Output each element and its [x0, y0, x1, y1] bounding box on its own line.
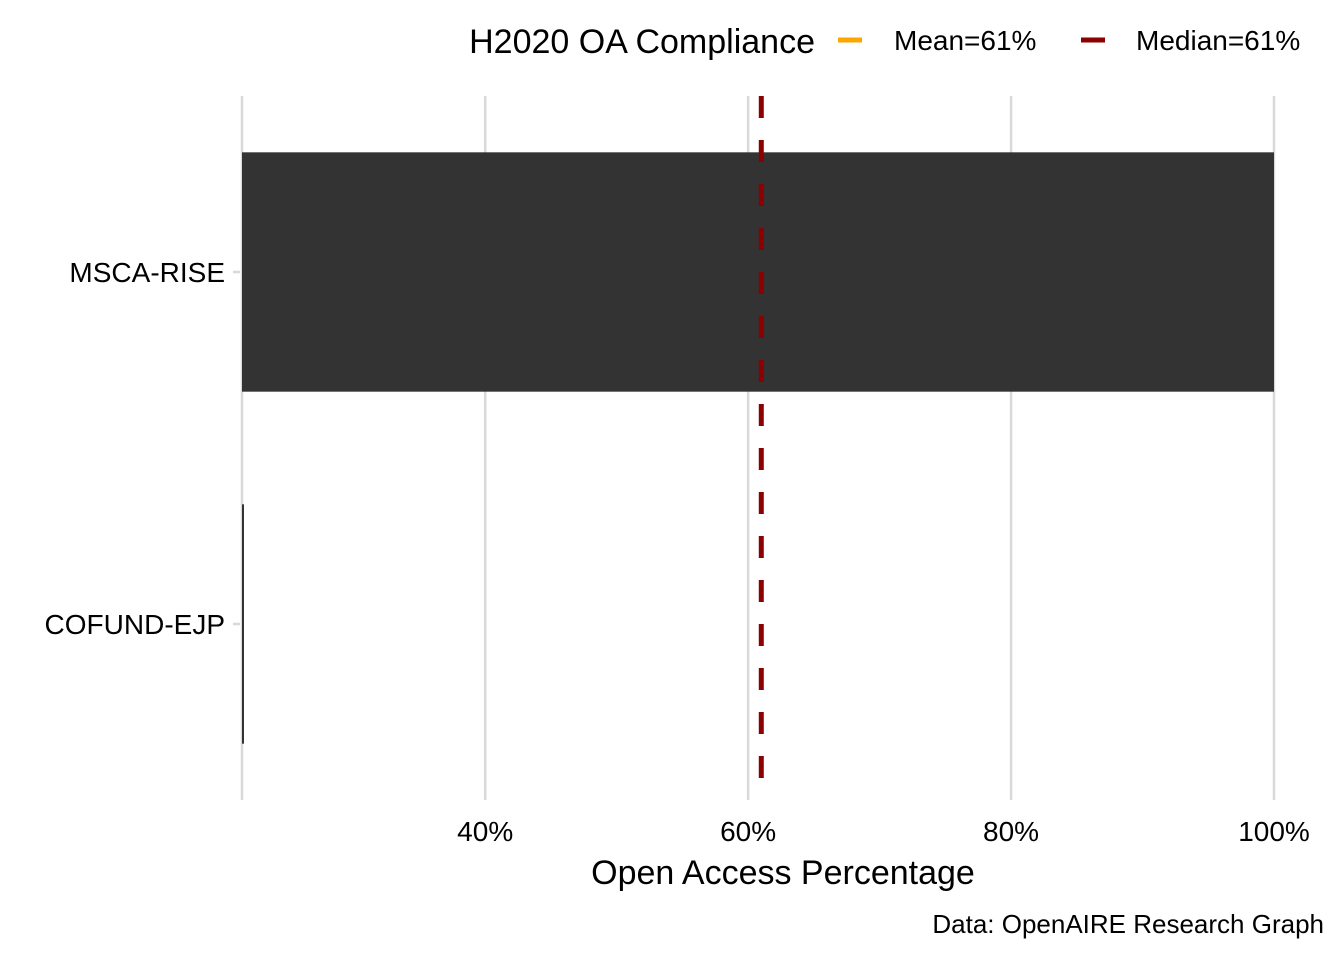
legend-label-mean: Mean=61%: [894, 25, 1036, 56]
x-axis-title: Open Access Percentage: [591, 854, 975, 892]
y-tick-label-1: COFUND-EJP: [45, 609, 225, 640]
bar-0: [242, 152, 1274, 392]
y-tick-label-0: MSCA-RISE: [69, 257, 225, 288]
legend-title: H2020 OA Compliance: [469, 23, 815, 61]
bars: [242, 152, 1274, 744]
x-tick-label-1: 60%: [720, 816, 776, 847]
x-tick-label-2: 80%: [983, 816, 1039, 847]
legend: H2020 OA Compliance Mean=61% Median=61%: [469, 23, 1300, 61]
x-tick-label-3: 100%: [1238, 816, 1310, 847]
bar-1: [242, 504, 244, 744]
caption: Data: OpenAIRE Research Graph: [932, 909, 1324, 939]
x-axis: 40% 60% 80% 100%: [457, 816, 1310, 847]
x-tick-label-0: 40%: [457, 816, 513, 847]
y-axis: MSCA-RISE COFUND-EJP: [45, 257, 240, 640]
legend-label-median: Median=61%: [1136, 25, 1300, 56]
